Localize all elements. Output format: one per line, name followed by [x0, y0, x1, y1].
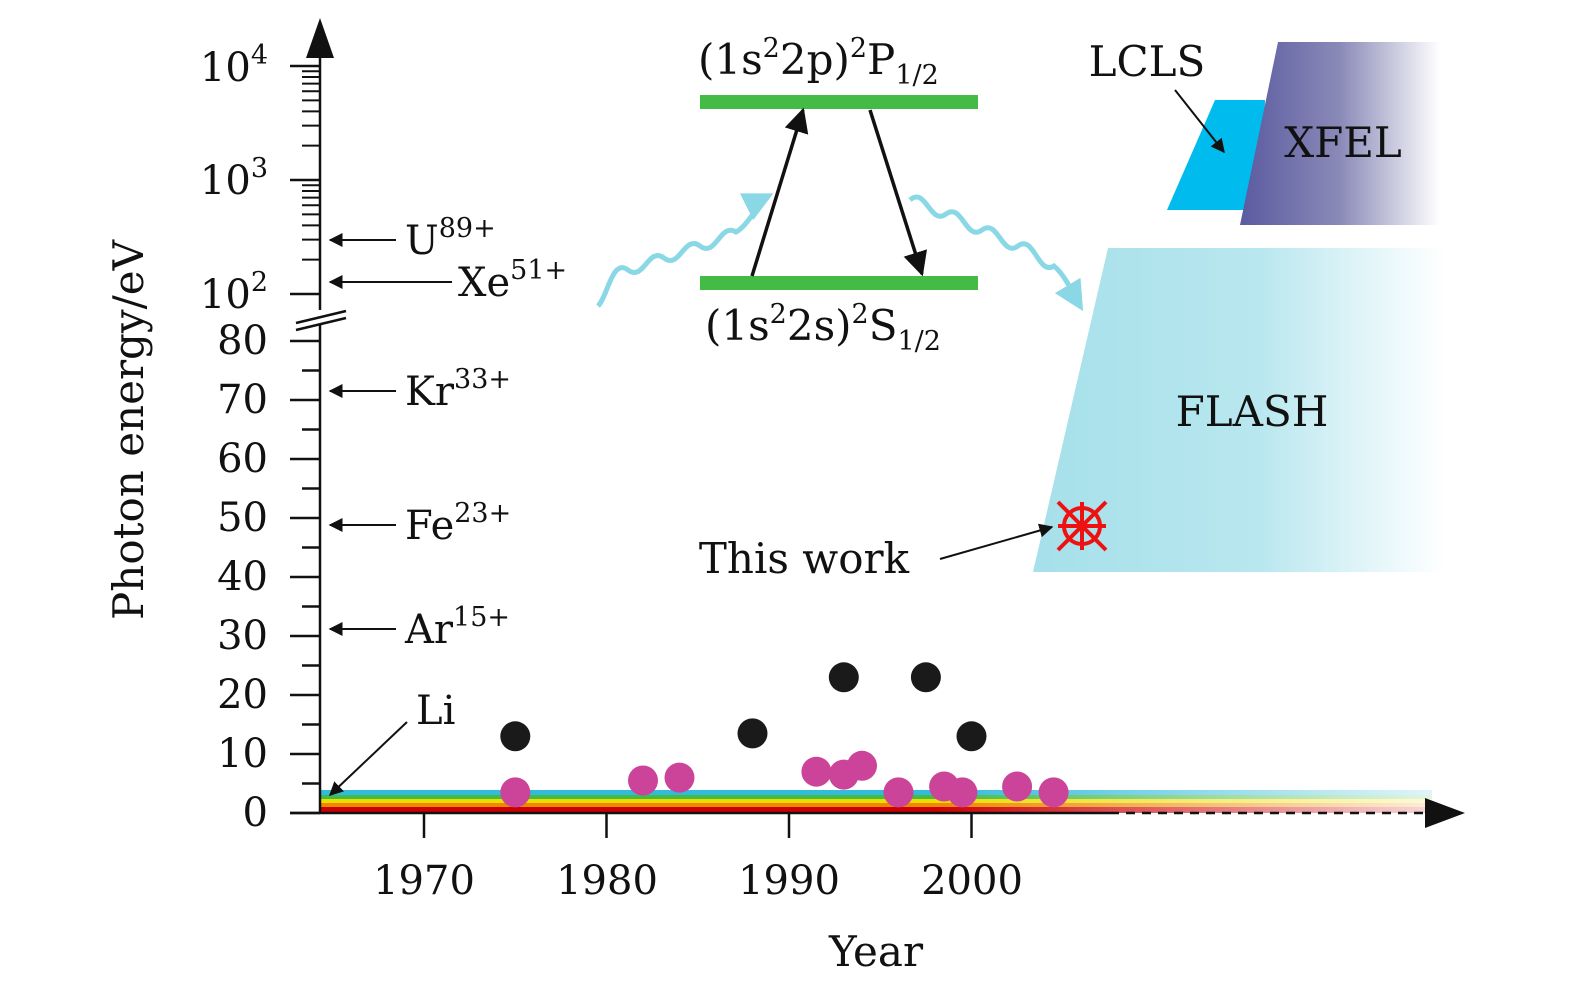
- ion-label-fe: Fe23+: [405, 498, 511, 549]
- axis-break-mark-2: [295, 316, 347, 332]
- term-part: 2p): [780, 35, 850, 84]
- log-base: 10: [200, 272, 251, 318]
- term-part: (1s: [705, 301, 770, 350]
- xfel-region: [1240, 42, 1440, 225]
- y-axis-arrowhead: [306, 18, 334, 58]
- decay-arrow: [868, 109, 928, 277]
- ion-charge: 89+: [439, 213, 496, 244]
- data-point: [1038, 777, 1069, 808]
- data-point: [1002, 771, 1033, 802]
- x-axis-arrowhead: [1425, 798, 1465, 828]
- y-tick-label: 60: [217, 436, 268, 482]
- data-point: [883, 777, 914, 808]
- data-point: [828, 662, 859, 693]
- laser-band-fade: [320, 789, 1435, 814]
- data-point: [947, 777, 978, 808]
- lcls-label: LCLS: [1089, 37, 1206, 86]
- y-tick-label-log: 104: [200, 40, 268, 91]
- y-axis-title: Photon energy/eV: [104, 239, 153, 620]
- term-sub: 1/2: [895, 60, 938, 91]
- x-tick-label: 1990: [738, 858, 840, 904]
- log-base: 10: [200, 45, 251, 91]
- log-exponent: 4: [251, 40, 268, 71]
- y-tick-label: 0: [243, 790, 268, 836]
- term-part: 2s): [787, 301, 852, 350]
- ion-label-u: U89+: [405, 213, 496, 264]
- data-point: [910, 662, 941, 693]
- ion-charge: 23+: [454, 498, 511, 529]
- ion-arrow-li: [328, 721, 408, 796]
- this-work: This work: [699, 500, 1108, 583]
- y-tick-label: 40: [217, 554, 268, 600]
- y-tick-labels: 0 10 20 30 40 50 60 70 80 102 103 104: [200, 40, 268, 836]
- log-exponent: 2: [251, 267, 268, 298]
- lcls-pointer-arrow: [1174, 89, 1225, 154]
- ion-base: U: [405, 218, 439, 264]
- ion-markers: U89+ Xe51+ Kr33+ Fe23+ Ar15+ Li: [328, 213, 567, 796]
- y-tick-label-log: 103: [200, 153, 268, 204]
- lower-level-label: (1s22s)2S1/2: [705, 299, 941, 357]
- data-point: [847, 750, 877, 781]
- ion-label-ar: Ar15+: [404, 602, 510, 653]
- axis-break-mark-1: [295, 309, 347, 325]
- xfel-label: XFEL: [1284, 118, 1402, 167]
- data-point: [628, 765, 658, 796]
- ion-label-kr: Kr33+: [405, 364, 511, 415]
- incoming-photon: [596, 193, 774, 308]
- term-sup: 2: [852, 299, 869, 330]
- ion-label-xe: Xe51+: [458, 255, 567, 306]
- excitation-arrow: [750, 107, 809, 277]
- log-exponent: 3: [251, 153, 268, 184]
- upper-level: [700, 95, 978, 109]
- x-tick-label: 1980: [556, 858, 658, 904]
- term-sup: 2: [850, 33, 867, 64]
- term-sup: 2: [763, 33, 780, 64]
- ion-base: Kr: [405, 369, 455, 415]
- ion-charge: 33+: [454, 364, 511, 395]
- x-axis-title: Year: [828, 927, 924, 976]
- data-point: [500, 777, 531, 808]
- term-sup: 2: [770, 299, 787, 330]
- ion-base: Ar: [404, 607, 454, 653]
- upper-level-label: (1s22p)2P1/2: [698, 33, 939, 91]
- y-tick-label: 30: [217, 613, 268, 659]
- data-point: [737, 718, 768, 749]
- data-point: [801, 756, 832, 787]
- emitted-photon: [908, 194, 1084, 312]
- x-tick-label: 2000: [921, 858, 1023, 904]
- data-point: [664, 762, 695, 793]
- level-diagram: (1s22p)2P1/2 (1s22s)2S1/2: [596, 33, 1084, 357]
- log-base: 10: [200, 158, 251, 204]
- lower-level: [700, 276, 978, 290]
- data-point: [956, 721, 987, 752]
- y-tick-label: 20: [217, 672, 268, 718]
- laser-band: [320, 789, 1435, 814]
- term-part: S: [869, 301, 898, 350]
- ion-label-li: Li: [416, 688, 455, 734]
- term-sub: 1/2: [898, 326, 941, 357]
- data-point: [500, 721, 531, 752]
- this-work-label: This work: [699, 534, 910, 583]
- y-tick-label: 50: [217, 495, 268, 541]
- x-tick-labels: 1970 1980 1990 2000: [373, 858, 1023, 904]
- flash-label: FLASH: [1176, 387, 1329, 436]
- data-points: [500, 662, 1069, 808]
- flash-region: [1033, 248, 1445, 572]
- y-tick-label-log: 102: [200, 267, 268, 318]
- y-tick-label: 70: [217, 377, 268, 423]
- y-tick-label: 10: [217, 731, 268, 777]
- this-work-pointer-arrow: [939, 523, 1054, 560]
- ion-base: Xe: [458, 260, 510, 306]
- term-part: (1s: [698, 35, 763, 84]
- axis-ticks: [290, 64, 973, 838]
- ion-charge: 15+: [453, 602, 510, 633]
- ion-charge: 51+: [510, 255, 567, 286]
- lcls-region: [1167, 100, 1265, 210]
- term-part: P: [867, 35, 895, 84]
- ion-base: Fe: [405, 503, 454, 549]
- x-tick-label: 1970: [373, 858, 475, 904]
- y-tick-label: 80: [217, 318, 268, 364]
